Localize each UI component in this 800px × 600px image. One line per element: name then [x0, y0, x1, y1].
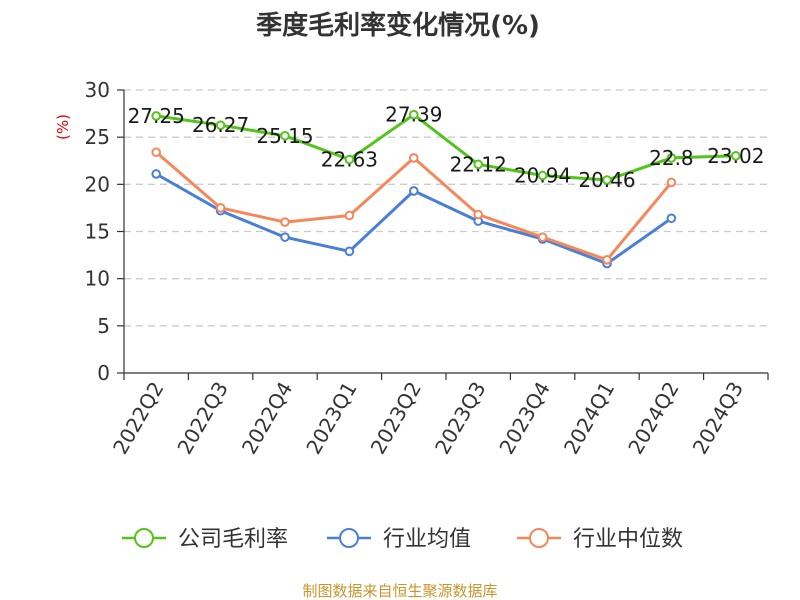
y-tick-label: 20	[85, 172, 110, 196]
x-tick-label: 2023Q2	[366, 378, 426, 459]
data-point[interactable]	[602, 254, 612, 265]
x-tick-label: 2023Q4	[494, 378, 554, 459]
data-point[interactable]	[409, 109, 419, 120]
data-label: 22.63	[321, 148, 378, 172]
x-tick-label: 2023Q1	[301, 378, 361, 459]
data-label: 22.8	[649, 146, 694, 170]
data-label: 27.25	[128, 104, 185, 128]
data-label: 27.39	[385, 103, 442, 127]
data-label: 25.15	[256, 124, 313, 148]
y-tick-label: 0	[97, 361, 110, 385]
y-tick-label: 30	[85, 78, 110, 102]
x-tick-label: 2022Q3	[172, 378, 232, 459]
data-point[interactable]	[537, 170, 548, 181]
series-lines	[151, 109, 741, 269]
legend-item[interactable]: 公司毛利率	[122, 527, 288, 552]
data-point[interactable]	[731, 151, 741, 161]
series-line-0	[155, 113, 736, 182]
data-label: 26.27	[192, 113, 249, 137]
data-point[interactable]	[473, 209, 484, 220]
data-point[interactable]	[473, 159, 484, 170]
y-tick-label: 25	[85, 125, 110, 149]
data-point[interactable]	[666, 153, 677, 163]
legend-label: 行业中位数	[573, 527, 683, 552]
legend: 公司毛利率 行业均值 行业中位数	[122, 527, 683, 552]
y-tick-label: 10	[85, 267, 110, 291]
data-point[interactable]	[602, 175, 612, 185]
legend-marker	[529, 528, 549, 548]
data-point[interactable]	[537, 232, 548, 242]
y-axis-label: (%)	[54, 114, 72, 140]
data-point[interactable]	[344, 210, 355, 221]
legend-label: 公司毛利率	[178, 527, 288, 552]
data-label: 20.46	[578, 168, 635, 192]
data-label: 22.12	[450, 152, 507, 176]
data-point[interactable]	[280, 130, 290, 141]
data-point[interactable]	[666, 177, 677, 188]
data-point[interactable]	[344, 154, 355, 165]
x-tick-label: 2022Q4	[237, 378, 297, 459]
data-labels: 27.25 26.27 25.15 22.63 27.39 22.12 20.94 20.46…	[128, 103, 765, 192]
y-tick-label: 5	[97, 314, 110, 338]
x-tick-label: 2024Q1	[559, 378, 619, 459]
data-point[interactable]	[280, 232, 290, 242]
data-point[interactable]	[666, 213, 677, 224]
data-label: 20.94	[514, 163, 571, 187]
data-point[interactable]	[409, 153, 419, 163]
data-label: 23.02	[707, 144, 764, 168]
x-tick-label: 2024Q3	[688, 378, 748, 459]
legend-item[interactable]: 行业中位数	[517, 527, 683, 552]
y-tick-label: 15	[85, 220, 110, 244]
x-tick-label: 2023Q3	[430, 378, 490, 459]
legend-item[interactable]: 行业均值	[327, 527, 471, 552]
data-point[interactable]	[151, 111, 161, 121]
chart-title: 季度毛利率变化情况(%)	[256, 10, 540, 41]
data-point[interactable]	[151, 169, 161, 179]
x-tick-label: 2022Q2	[108, 378, 168, 459]
legend-marker	[134, 528, 154, 548]
legend-label: 行业均值	[383, 527, 471, 552]
source-note: 制图数据来自恒生聚源数据库	[302, 582, 497, 600]
data-point[interactable]	[280, 217, 290, 227]
data-point[interactable]	[151, 147, 161, 158]
legend-marker	[339, 528, 359, 548]
data-point[interactable]	[215, 120, 226, 130]
x-tick-label: 2024Q2	[623, 378, 683, 459]
data-point[interactable]	[344, 246, 355, 257]
data-point[interactable]	[409, 186, 419, 196]
data-point[interactable]	[215, 203, 226, 213]
